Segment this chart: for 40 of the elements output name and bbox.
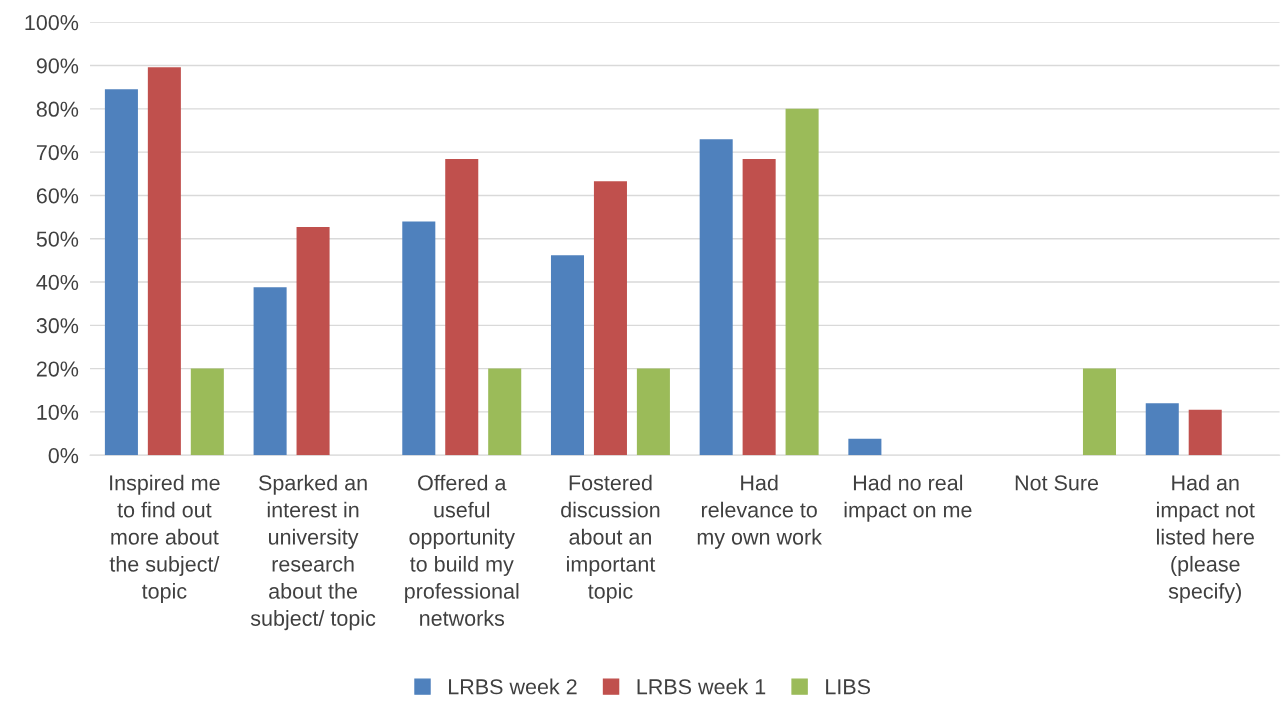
legend-label: LIBS [826,679,871,695]
bar [402,221,436,456]
bar [550,255,585,456]
bar [147,67,181,456]
bar [104,89,138,456]
x-tick-label: Offered a useful opportunity to build my professional networks [405,474,519,626]
y-tick-label: 0% [48,447,79,464]
y-tick-label: 90% [36,58,79,74]
bar [253,287,287,456]
bar [190,368,224,456]
bar [636,368,670,456]
bar [488,368,522,456]
bar [1082,368,1117,456]
x-tick-label: Had no real impact on me [844,474,972,522]
bar [742,159,776,456]
y-tick-label: 80% [36,101,79,117]
bar [445,159,479,456]
x-tick-label: Sparked an interest in university research about the subject/ topic [250,474,376,631]
y-tick-label: 10% [37,404,79,420]
x-tick-label: Fostered discussion about an important topic [561,474,660,604]
bar [848,438,882,456]
bar [785,108,819,456]
bar [296,227,330,456]
legend-label: LRBS week 2 [449,678,577,695]
y-tick-label: 40% [36,274,79,291]
bar [593,181,627,456]
bar [699,139,733,456]
bar [1188,409,1222,456]
y-tick-label: 60% [36,188,79,204]
bar [1145,403,1179,456]
x-tick-label: Inspired me to find out more about the subject/ topic [109,474,220,604]
y-tick-label: 70% [36,144,79,161]
y-tick-label: 20% [36,361,79,377]
y-tick-label: 100% [25,15,79,31]
y-tick-label: 50% [36,231,79,247]
x-tick-label: Had relevance to my own work [697,474,822,549]
x-tick-label: Not Sure [1015,475,1099,491]
y-tick-label: 30% [36,318,79,334]
legend-label: LRBS week 1 [637,678,766,695]
x-tick-label: Had an impact not listed here (please specify) [1157,474,1255,604]
